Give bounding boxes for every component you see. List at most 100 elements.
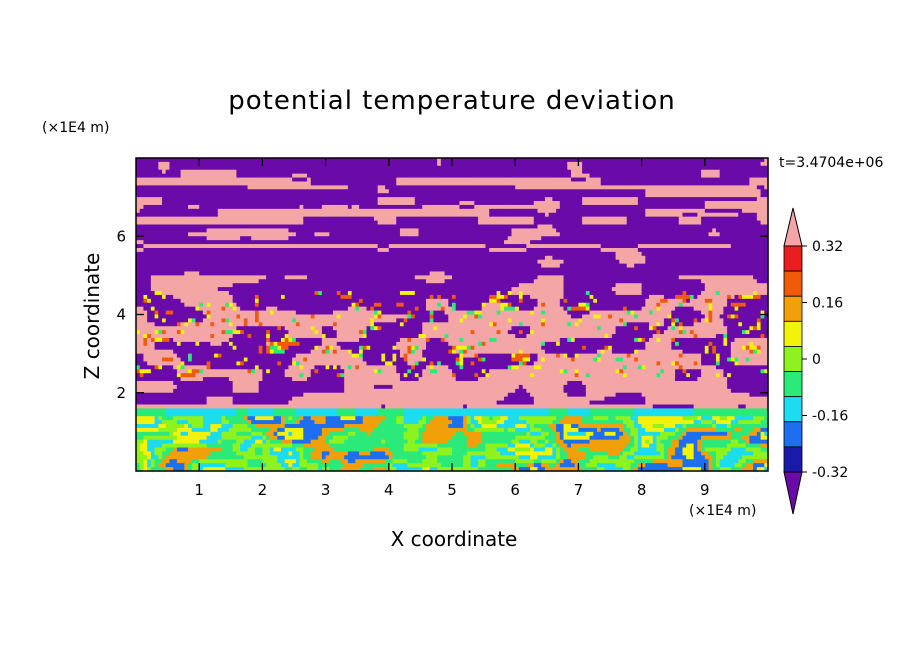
field-cell bbox=[745, 267, 751, 273]
field-cell bbox=[243, 212, 249, 218]
field-cell bbox=[615, 240, 620, 245]
field-cell bbox=[749, 208, 754, 214]
field-cell bbox=[139, 251, 145, 257]
field-cell bbox=[292, 169, 297, 175]
field-cell bbox=[392, 177, 397, 183]
field-cell bbox=[585, 255, 591, 261]
field-cell bbox=[567, 240, 572, 245]
field-cell bbox=[418, 181, 423, 186]
field-cell bbox=[307, 173, 312, 179]
field-cell bbox=[489, 197, 494, 202]
field-cell bbox=[619, 185, 624, 190]
field-cell bbox=[563, 197, 568, 202]
field-cell bbox=[154, 228, 159, 233]
field-cell bbox=[173, 161, 178, 167]
field-cell bbox=[730, 240, 736, 245]
field-cell bbox=[292, 177, 297, 183]
field-cell bbox=[284, 228, 290, 233]
field-cell bbox=[258, 208, 263, 214]
field-cell bbox=[273, 224, 278, 230]
field-cell bbox=[411, 197, 416, 202]
field-cell bbox=[251, 251, 256, 257]
field-cell bbox=[333, 185, 338, 190]
field-cell bbox=[500, 201, 505, 206]
field-cell bbox=[429, 201, 435, 206]
field-cell bbox=[437, 247, 442, 253]
field-cell bbox=[425, 212, 431, 218]
field-cell bbox=[344, 173, 349, 179]
field-cell bbox=[570, 197, 576, 202]
field-cell bbox=[626, 193, 632, 198]
field-cell bbox=[385, 259, 390, 265]
field-cell bbox=[723, 169, 728, 175]
field-cell bbox=[541, 197, 546, 202]
field-cell bbox=[139, 220, 145, 226]
field-cell bbox=[756, 263, 762, 269]
field-cell bbox=[734, 208, 739, 214]
field-cell bbox=[660, 220, 665, 226]
field-cell bbox=[321, 263, 327, 269]
field-cell bbox=[392, 251, 397, 257]
field-cell bbox=[727, 236, 732, 241]
field-cell bbox=[756, 173, 762, 179]
field-cell bbox=[277, 251, 282, 257]
field-cell bbox=[548, 259, 553, 265]
field-cell bbox=[254, 161, 260, 167]
field-cell bbox=[693, 193, 698, 198]
field-cell bbox=[280, 244, 286, 249]
field-cell bbox=[637, 247, 643, 253]
field-cell bbox=[136, 236, 141, 241]
field-cell bbox=[325, 177, 330, 183]
field-cell bbox=[202, 247, 208, 253]
field-cell bbox=[504, 161, 509, 167]
field-cell bbox=[440, 197, 446, 202]
field-cell bbox=[236, 181, 241, 186]
field-cell bbox=[663, 193, 669, 198]
field-cell bbox=[258, 201, 263, 206]
field-cell bbox=[697, 165, 702, 171]
field-cell bbox=[243, 169, 249, 175]
field-cell bbox=[697, 228, 702, 233]
field-cell bbox=[671, 193, 676, 198]
field-cell bbox=[489, 247, 494, 253]
field-cell bbox=[593, 212, 598, 218]
field-cell bbox=[247, 169, 252, 175]
field-cell bbox=[340, 244, 345, 249]
field-cell bbox=[459, 251, 464, 257]
field-cell bbox=[574, 267, 579, 273]
field-cell bbox=[578, 251, 583, 257]
field-cell bbox=[701, 169, 706, 175]
field-cell bbox=[318, 216, 323, 222]
field-cell bbox=[433, 255, 438, 261]
field-cell bbox=[396, 197, 401, 202]
field-cell bbox=[693, 177, 698, 183]
field-cell bbox=[637, 201, 643, 206]
field-cell bbox=[288, 259, 293, 265]
field-cell bbox=[411, 263, 416, 269]
field-cell bbox=[734, 259, 739, 265]
field-cell bbox=[466, 173, 472, 179]
field-cell bbox=[210, 165, 215, 171]
field-cell bbox=[221, 169, 226, 175]
field-cell bbox=[537, 165, 542, 171]
field-cell bbox=[448, 169, 453, 175]
field-cell bbox=[221, 204, 226, 210]
field-cell bbox=[753, 267, 758, 273]
field-cell bbox=[634, 189, 639, 194]
field-cell bbox=[377, 240, 382, 245]
field-cell bbox=[269, 247, 275, 253]
field-cell bbox=[254, 216, 260, 222]
field-cell bbox=[723, 204, 728, 210]
field-cell bbox=[537, 259, 542, 265]
field-cell bbox=[689, 197, 695, 202]
field-cell bbox=[611, 181, 617, 186]
field-cell bbox=[184, 204, 189, 210]
field-cell bbox=[734, 255, 739, 261]
field-cell bbox=[139, 228, 145, 233]
field-cell bbox=[266, 197, 271, 202]
field-cell bbox=[567, 208, 572, 214]
field-cell bbox=[191, 169, 197, 175]
field-cell bbox=[176, 189, 182, 194]
field-cell bbox=[559, 244, 565, 249]
field-cell bbox=[262, 177, 267, 183]
